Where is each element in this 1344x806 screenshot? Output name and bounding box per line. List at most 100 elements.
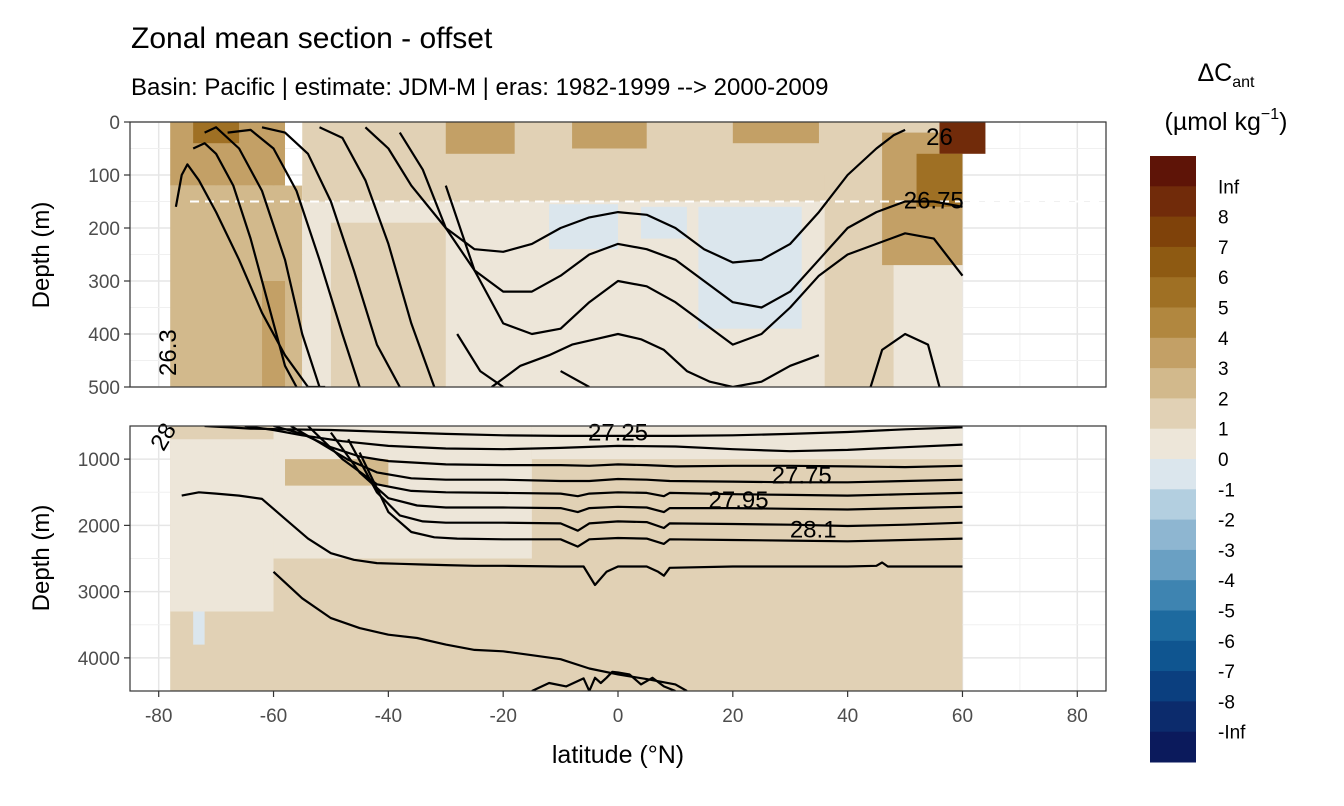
- legend-swatch: [1150, 246, 1196, 278]
- legend-swatch: [1150, 307, 1196, 339]
- legend-units: (µmol kg−1): [1165, 106, 1288, 136]
- x-tick-label: 20: [722, 706, 743, 727]
- chart-title: Zonal mean section - offset: [131, 22, 493, 55]
- legend-title: ΔCant: [1197, 59, 1255, 91]
- legend-swatch: [1150, 580, 1196, 611]
- y-tick-label: 400: [88, 325, 120, 346]
- y-tick-label: 200: [88, 219, 120, 240]
- section-cell: [445, 122, 515, 154]
- legend-swatch: [1150, 277, 1196, 308]
- x-tick-label: -80: [145, 706, 172, 727]
- legend-title-main: ΔC: [1197, 59, 1232, 87]
- legend-label: -4: [1218, 571, 1235, 592]
- x-tick-label: 80: [1067, 706, 1088, 727]
- contour-label: 27.75: [772, 463, 832, 490]
- isopycnal-contour: [531, 670, 676, 691]
- legend-label: 8: [1218, 208, 1229, 229]
- upper-contours: [174, 126, 964, 387]
- isopycnal-contour: [273, 426, 963, 469]
- legend-label: Inf: [1218, 177, 1240, 198]
- contour-label: 27.25: [588, 420, 648, 447]
- isopycnal-contour: [398, 132, 963, 309]
- legend-label: 3: [1218, 359, 1229, 380]
- isopycnal-contour: [307, 426, 963, 498]
- x-tick-label: -60: [260, 706, 287, 727]
- isopycnal-contour: [444, 185, 964, 346]
- y-tick-label: 100: [88, 166, 120, 187]
- isopycnal-contour: [319, 126, 436, 387]
- upper-panel: 26 26.75 26.3 0 100 200 300 400 500: [88, 113, 1107, 399]
- legend-swatch: [1150, 549, 1196, 581]
- contour-label: 26.75: [904, 187, 964, 214]
- isopycnal-contour: [261, 126, 401, 387]
- contour-label: 26.3: [155, 329, 182, 376]
- y-tick-label: 2000: [78, 516, 120, 537]
- legend-swatch: [1150, 519, 1196, 551]
- section-cell: [531, 426, 963, 460]
- section-cell: [732, 122, 819, 144]
- legend-swatch: [1150, 216, 1196, 248]
- legend-swatch: [1150, 640, 1196, 672]
- y-axis-label-upper: Depth (m): [28, 202, 55, 309]
- contour-label: 26: [926, 124, 953, 151]
- legend-label: -Inf: [1218, 723, 1246, 744]
- isopycnal-contour: [456, 333, 504, 387]
- legend-swatch: [1150, 368, 1196, 399]
- legend-swatch: [1150, 186, 1196, 218]
- legend-swatch: [1150, 610, 1196, 642]
- x-tick-label: 60: [952, 706, 973, 727]
- y-tick-label: 1000: [78, 450, 120, 471]
- legend-swatch: [1150, 701, 1196, 733]
- isopycnal-contour: [358, 452, 963, 548]
- legend-units-close: ): [1279, 108, 1287, 136]
- legend-title-subscript: ant: [1232, 74, 1255, 91]
- x-axis-label: latitude (°N): [552, 741, 684, 769]
- section-cell: [916, 153, 963, 207]
- legend-units-superscript: −1: [1261, 106, 1279, 123]
- y-axis-label-lower: Depth (m): [28, 505, 55, 612]
- lower-fill: [170, 426, 963, 691]
- legend-swatch: [1150, 489, 1196, 521]
- y-tick-label: 4000: [78, 649, 120, 670]
- legend-label: 6: [1218, 268, 1229, 289]
- upper-contour-labels: 26 26.75 26.3: [155, 124, 964, 376]
- legend-label: -1: [1218, 480, 1235, 501]
- x-axis: -80 -60 -40 -20 0 20 40 60 80: [145, 691, 1088, 727]
- legend-swatch: [1150, 459, 1196, 490]
- isopycnal-contour: [330, 431, 963, 514]
- isopycnal-contour: [347, 438, 963, 532]
- y-tick-label: 3000: [78, 583, 120, 604]
- isopycnal-contour: [364, 126, 906, 264]
- legend-label: -7: [1218, 662, 1235, 683]
- lower-y-axis: 1000 2000 3000 4000: [78, 450, 130, 670]
- isopycnal-contour: [244, 426, 963, 453]
- legend-label: 1: [1218, 420, 1229, 441]
- legend-label: -3: [1218, 541, 1235, 562]
- legend-units-main: (µmol kg: [1165, 108, 1261, 136]
- y-tick-label: 0: [109, 113, 120, 134]
- upper-panel-border: [129, 121, 1107, 388]
- y-tick-label: 300: [88, 272, 120, 293]
- legend-label: 7: [1218, 238, 1229, 259]
- legend-labels: Inf 8 7 6 5 4 3 2 1 0 -1 -2 -3 -4 -5 -6 -7 -8 -Inf: [1218, 177, 1246, 743]
- legend-swatch: [1150, 671, 1196, 702]
- legend-label: -6: [1218, 632, 1235, 653]
- isopycnal-contour: [491, 332, 820, 387]
- legend-label: -8: [1218, 692, 1235, 713]
- section-cell: [549, 204, 618, 250]
- isopycnal-contour: [174, 163, 326, 387]
- upper-y-axis: 0 100 200 300 400 500: [88, 113, 130, 399]
- x-tick-label: 40: [837, 706, 858, 727]
- contour-label: 28.1: [790, 516, 837, 543]
- legend-swatch: [1150, 156, 1196, 187]
- contour-label: 27.95: [709, 487, 769, 514]
- section-cell: [170, 439, 274, 612]
- legend-label: 2: [1218, 389, 1229, 410]
- isopycnal-contour: [204, 126, 321, 387]
- legend-label: -5: [1218, 602, 1235, 623]
- legend-label: 4: [1218, 329, 1229, 350]
- lower-contours: [181, 426, 963, 691]
